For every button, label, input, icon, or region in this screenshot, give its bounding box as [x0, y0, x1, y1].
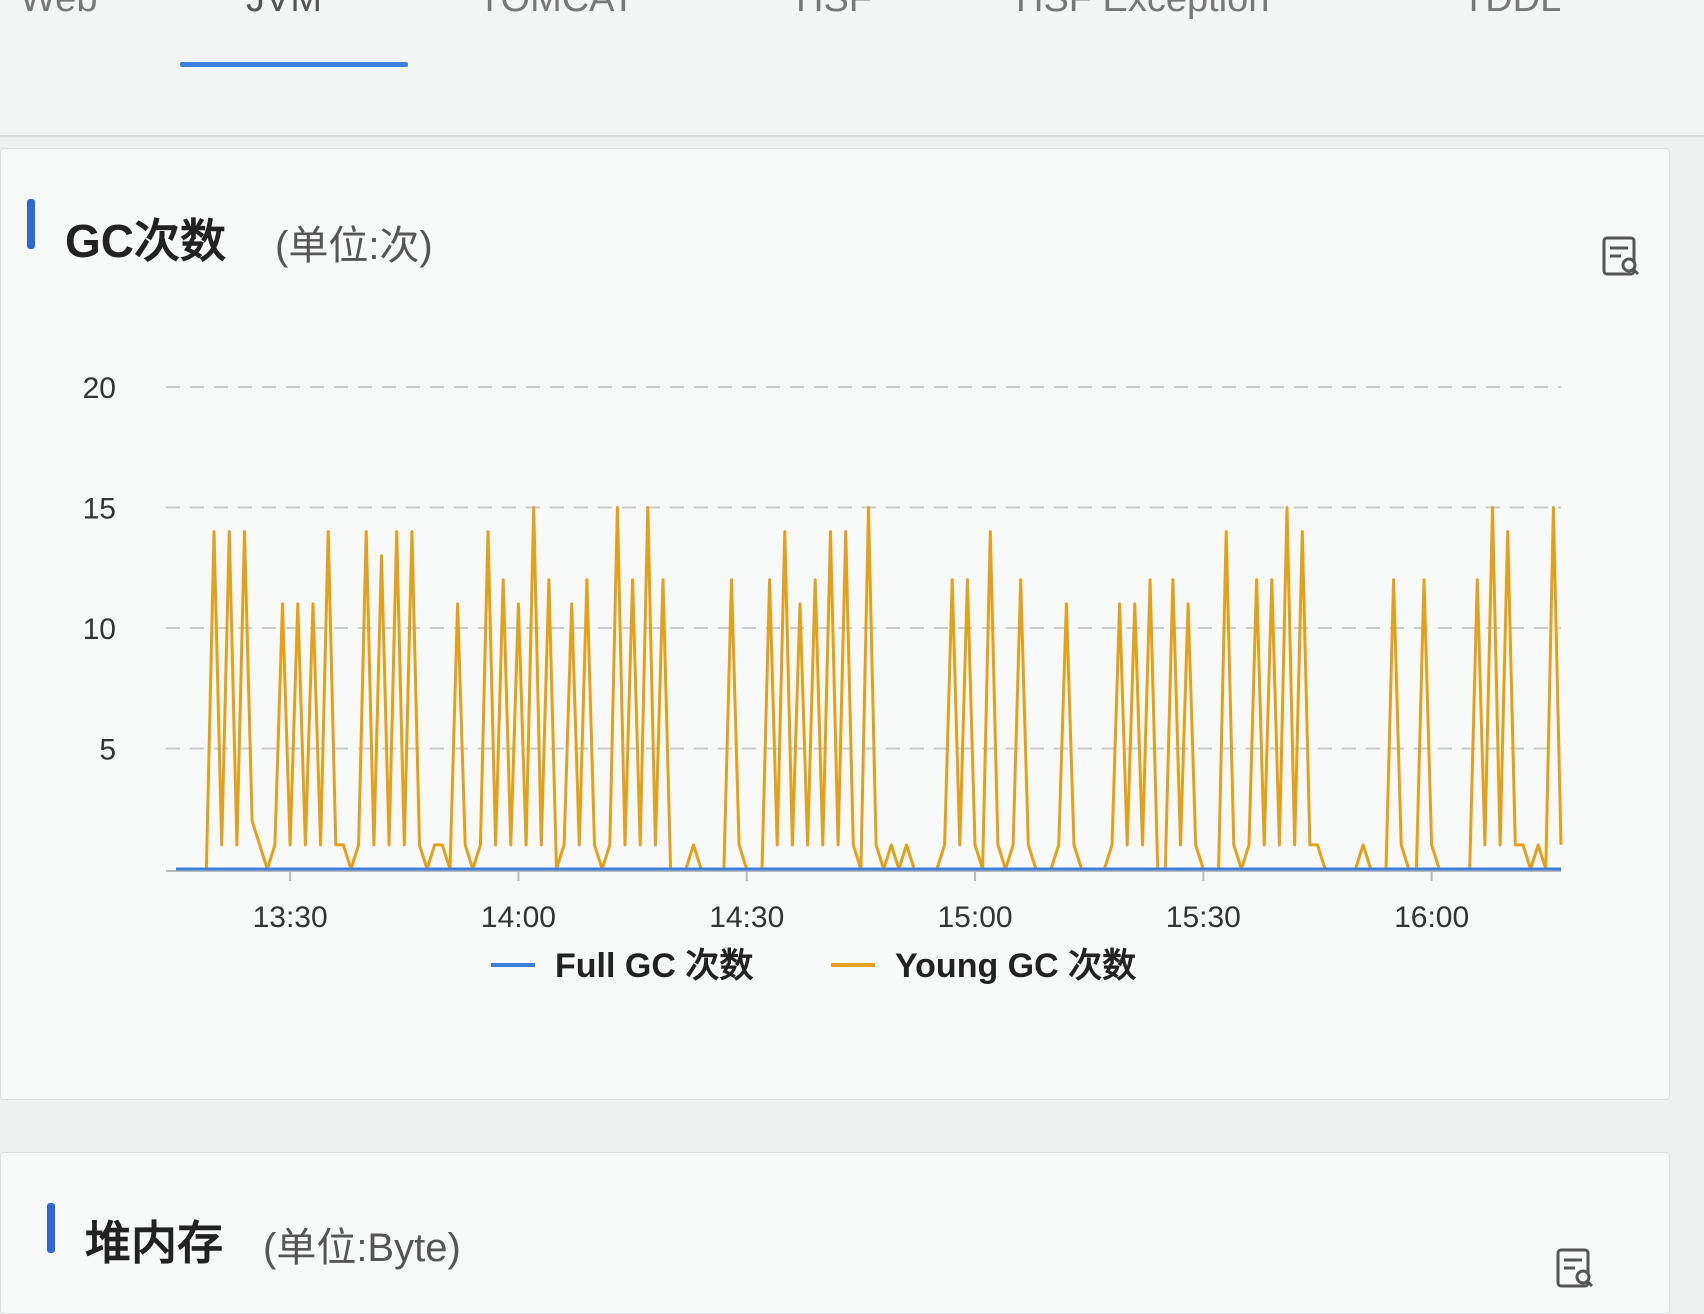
- x-tick-label: 15:30: [1166, 901, 1241, 934]
- y-tick-label: 15: [83, 493, 116, 526]
- gc-count-chart: 5 10 15 20 13:30 14:00 14:30 15:00 15:30 16:00 F…: [83, 372, 1563, 985]
- export-icon[interactable]: [1601, 235, 1641, 277]
- tab-bar: Web JVM TOMCAT HSF HSF Exception TDDL: [0, 0, 1704, 137]
- x-tick-label: 16:00: [1394, 901, 1469, 934]
- gc-panel-title: GC次数: [65, 215, 226, 267]
- gc-count-panel: GC次数 (单位:次) 5 10 15 20 13:30 14:00 14:30 15:00…: [0, 148, 1670, 1100]
- tab-hsf-exception[interactable]: HSF Exception: [1016, 0, 1269, 21]
- tab-hsf[interactable]: HSF: [796, 0, 872, 21]
- panel-title-accent: [27, 199, 35, 249]
- x-tick-label: 15:00: [937, 901, 1012, 934]
- heap-memory-panel: 堆内存 (单位:Byte): [0, 1152, 1670, 1314]
- x-tick-label: 14:00: [481, 901, 556, 934]
- tab-tddl[interactable]: TDDL: [1462, 0, 1561, 21]
- active-tab-indicator: [180, 62, 408, 67]
- x-tick-label: 14:30: [709, 901, 784, 934]
- tab-web[interactable]: Web: [20, 0, 97, 21]
- heap-panel-title: 堆内存: [85, 1217, 223, 1269]
- export-icon[interactable]: [1555, 1247, 1595, 1289]
- y-tick-label: 10: [83, 613, 116, 646]
- tab-jvm[interactable]: JVM: [246, 0, 322, 21]
- heap-panel-unit: (单位:Byte): [263, 1226, 461, 1270]
- gc-panel-unit: (单位:次): [275, 224, 433, 268]
- tab-tomcat[interactable]: TOMCAT: [478, 0, 635, 21]
- y-tick-label: 20: [83, 372, 116, 405]
- young-gc-series-line: [176, 506, 1563, 871]
- full-gc-legend-label: Full GC 次数: [555, 947, 753, 985]
- x-tick-label: 13:30: [253, 901, 328, 934]
- young-gc-legend-label: Young GC 次数: [895, 947, 1136, 985]
- y-tick-label: 5: [99, 734, 116, 767]
- panel-title-accent: [47, 1203, 55, 1253]
